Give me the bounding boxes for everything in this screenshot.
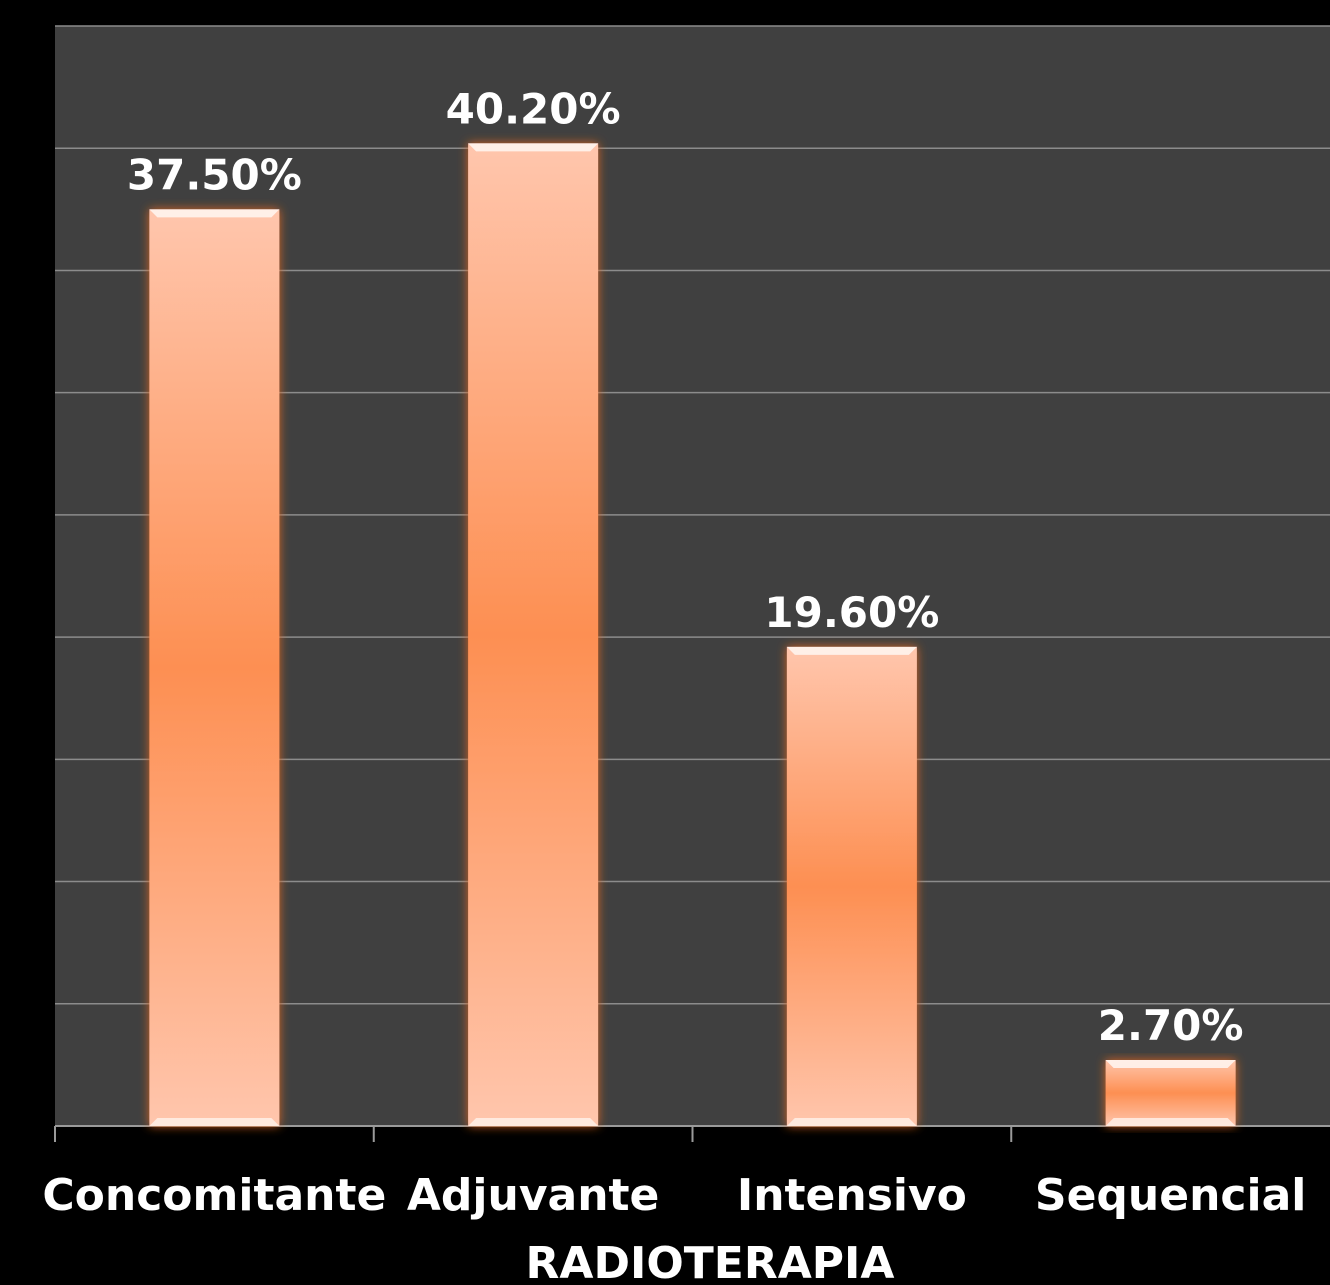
bar-bottom-bevel (149, 1118, 280, 1126)
bar (468, 143, 599, 1127)
bar (786, 646, 917, 1126)
x-axis-title: RADIOTERAPIA (526, 1238, 895, 1285)
value-label: 2.70% (1098, 1001, 1244, 1050)
category-label: Sequencial (1035, 1170, 1306, 1221)
bar-bottom-bevel (786, 1118, 917, 1126)
bar (1105, 1060, 1236, 1126)
x-axis (54, 1125, 1330, 1142)
category-label: Adjuvante (407, 1170, 660, 1221)
bar-bottom-bevel (1105, 1118, 1236, 1126)
bar-intensivo (786, 646, 917, 1126)
category-label: Intensivo (737, 1170, 967, 1221)
value-label: 40.20% (446, 84, 621, 133)
bar-concomitante (149, 209, 280, 1127)
value-label: 19.60% (764, 588, 939, 637)
bar (149, 209, 280, 1127)
category-labels: Concomitante Adjuvante Intensivo Sequencial (42, 1170, 1306, 1221)
bar-sequencial (1105, 1060, 1236, 1126)
bar-top-bevel (468, 143, 599, 152)
bar-top-bevel (786, 646, 917, 655)
bar-top-bevel (1105, 1060, 1236, 1068)
bar-top-bevel (149, 209, 280, 218)
value-labels: 37.50% 40.20% 19.60% 2.70% (127, 84, 1244, 1050)
value-label: 37.50% (127, 150, 302, 199)
bar-bottom-bevel (468, 1118, 599, 1126)
bars (149, 143, 1236, 1127)
bar-adjuvante (468, 143, 599, 1127)
category-label: Concomitante (42, 1170, 386, 1221)
